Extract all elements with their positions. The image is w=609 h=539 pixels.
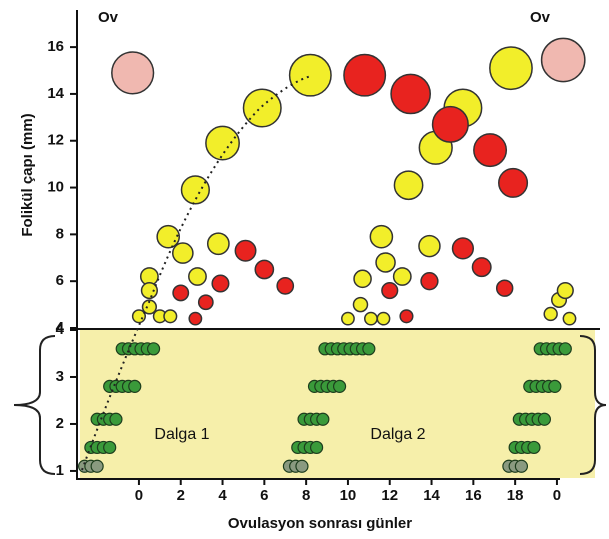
x-tick-label: 18 bbox=[507, 487, 524, 504]
y-tick-label: 6 bbox=[56, 272, 64, 289]
wave-label: Dalga 1 bbox=[154, 426, 209, 443]
follicle-cohort-dot bbox=[362, 342, 376, 356]
x-tick-label: 14 bbox=[423, 487, 440, 504]
follicle bbox=[431, 105, 469, 143]
follicle-cohort-dot bbox=[146, 342, 161, 356]
y-tick-label: 4 bbox=[56, 319, 65, 336]
follicle-cohort-dot bbox=[90, 459, 104, 473]
follicle-cohort-dot bbox=[103, 440, 117, 455]
x-axis-title: Ovulasyon sonrası günler bbox=[228, 515, 412, 532]
ovulation-label: Ov bbox=[98, 9, 119, 26]
follicle bbox=[343, 53, 387, 97]
follicle bbox=[141, 299, 157, 315]
follicle-cohort-dot bbox=[558, 342, 572, 356]
follicle-cohort-dot bbox=[109, 412, 123, 426]
x-tick-label: 0 bbox=[135, 487, 143, 504]
follicle bbox=[393, 170, 424, 201]
follicle bbox=[234, 239, 257, 262]
follicle bbox=[489, 46, 533, 91]
follicle bbox=[163, 309, 178, 324]
follicle-cohort-dot bbox=[316, 412, 330, 426]
follicle bbox=[420, 272, 439, 291]
follicle-cohort-dot bbox=[548, 379, 562, 393]
follicle bbox=[188, 267, 207, 286]
follicle bbox=[418, 234, 441, 258]
follicle-cohort-dot bbox=[309, 440, 324, 455]
follicle bbox=[180, 175, 210, 205]
follicle bbox=[211, 274, 230, 293]
follicle bbox=[205, 125, 240, 161]
x-tick-label: 0 bbox=[553, 487, 561, 504]
follicle bbox=[540, 37, 586, 83]
follicle bbox=[206, 232, 230, 256]
y-tick-label: 2 bbox=[56, 415, 64, 432]
y-tick-label: 16 bbox=[47, 38, 64, 55]
x-tick-label: 12 bbox=[381, 487, 398, 504]
follicle bbox=[471, 257, 492, 278]
follicle bbox=[390, 73, 431, 115]
y-tick-label: 12 bbox=[47, 132, 64, 149]
follicle bbox=[242, 88, 282, 128]
x-tick-label: 8 bbox=[302, 487, 310, 504]
y-tick-label: 8 bbox=[56, 225, 64, 242]
y-tick-label: 4 bbox=[56, 321, 65, 338]
y-tick-label: 14 bbox=[47, 85, 64, 102]
follicle bbox=[543, 306, 558, 322]
follicle bbox=[254, 259, 275, 280]
ovulation-label: Ov bbox=[530, 9, 551, 26]
follicle bbox=[556, 281, 574, 300]
follicle bbox=[376, 311, 391, 326]
x-tick-label: 16 bbox=[465, 487, 482, 504]
follicle bbox=[188, 311, 203, 326]
x-tick-label: 6 bbox=[260, 487, 268, 504]
follicle bbox=[140, 281, 158, 300]
x-tick-label: 2 bbox=[177, 487, 185, 504]
left-brace bbox=[13, 335, 56, 475]
wave-label: Dalga 2 bbox=[370, 426, 425, 443]
follicle bbox=[364, 311, 378, 326]
follicle bbox=[156, 224, 181, 249]
y-tick-label: 1 bbox=[56, 462, 64, 479]
follicle bbox=[451, 237, 475, 260]
follicle bbox=[171, 242, 194, 264]
y-tick-label: 10 bbox=[47, 179, 64, 196]
follicle-cohort-dot bbox=[128, 379, 142, 393]
follicle bbox=[369, 224, 394, 249]
follicle bbox=[473, 133, 508, 168]
follicle bbox=[111, 51, 155, 95]
x-tick-label: 10 bbox=[340, 487, 357, 504]
follicle bbox=[172, 284, 190, 302]
follicle bbox=[288, 53, 332, 97]
follicle bbox=[495, 279, 514, 297]
follicle bbox=[399, 309, 414, 324]
follicle bbox=[197, 294, 214, 311]
follicle bbox=[381, 281, 399, 300]
follicle-cohort-dot bbox=[514, 459, 529, 473]
follicle bbox=[498, 167, 529, 198]
follicle-cohort-dot bbox=[295, 459, 309, 473]
follicle bbox=[562, 311, 577, 326]
follicle bbox=[392, 267, 412, 286]
follicle-cohort-dot bbox=[527, 440, 541, 455]
follicle bbox=[276, 276, 295, 295]
follicle bbox=[375, 252, 396, 273]
follicle bbox=[341, 311, 355, 326]
follicle bbox=[131, 309, 146, 324]
y-axis-title: Folikül çapı (mm) bbox=[19, 113, 36, 236]
right-brace bbox=[579, 335, 607, 475]
follicle-cohort-dot bbox=[332, 379, 347, 393]
follicle bbox=[353, 269, 372, 289]
x-tick-label: 4 bbox=[218, 487, 227, 504]
follicle bbox=[352, 296, 369, 313]
y-tick-label: 3 bbox=[56, 368, 64, 385]
follicle-cohort-dot bbox=[537, 412, 552, 426]
